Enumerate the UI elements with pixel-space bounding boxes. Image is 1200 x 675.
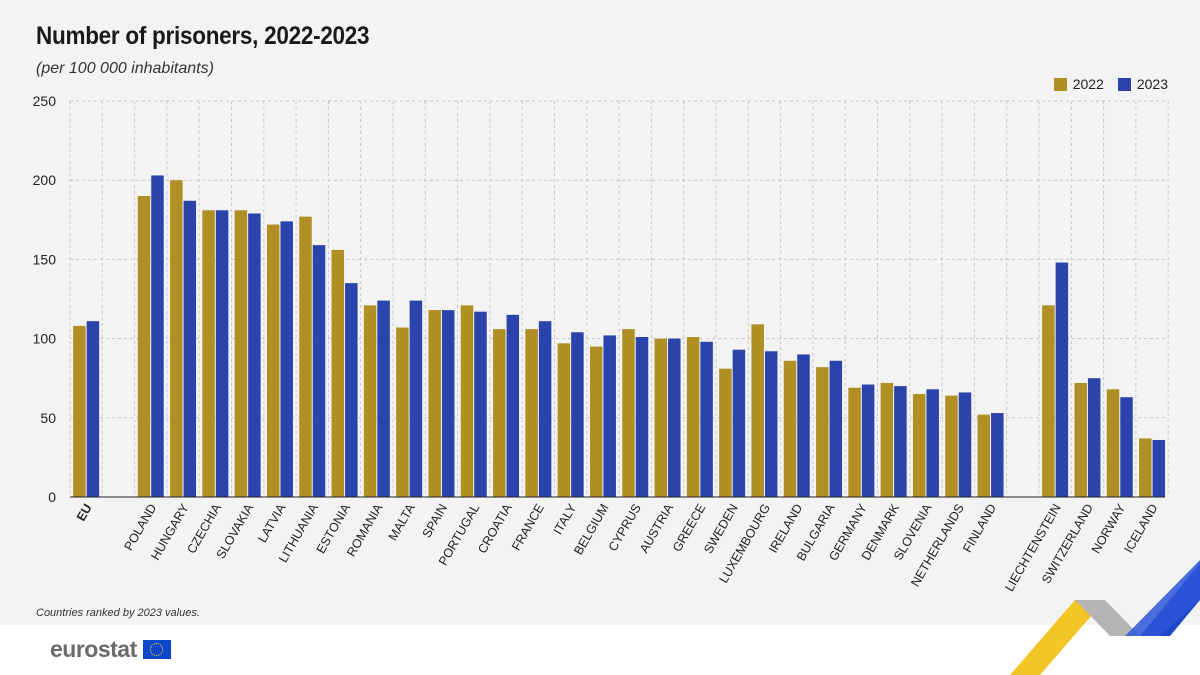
legend-swatch-2022 (1053, 77, 1067, 91)
bar-2023-poland (151, 175, 164, 497)
bar-2022-norway (1106, 389, 1120, 497)
y-tick-label: 200 (33, 172, 57, 188)
bar-2023-netherlands (958, 392, 972, 497)
bar-2023-lithuania (312, 245, 326, 497)
bar-2023-denmark (894, 386, 907, 497)
bar-2022-latvia (266, 224, 280, 497)
bar-2022-italy (557, 343, 571, 497)
bar-2022-portugal (460, 305, 474, 497)
blue-chevron-fill-icon (1125, 560, 1200, 636)
bar-2023-switzerland (1087, 378, 1101, 497)
bar-2023-slovenia (926, 389, 939, 497)
bar-2022-liechtenstein (1042, 305, 1055, 497)
grey-chevron-icon (1075, 600, 1140, 636)
legend-label-2022: 2022 (1072, 76, 1104, 92)
bar-2022-slovakia (234, 210, 248, 497)
bar-2023-france (538, 321, 552, 497)
bar-2023-estonia (345, 283, 358, 497)
chart-title: Number of prisoners, 2022-2023 (36, 22, 370, 50)
chart-subtitle: (per 100 000 inhabitants) (36, 60, 214, 77)
bar-2022-denmark (880, 382, 894, 497)
bar-2022-luxembourg (751, 324, 764, 497)
y-tick-label: 0 (48, 489, 56, 505)
bar-2022-switzerland (1074, 382, 1087, 497)
bar-2022-netherlands (945, 395, 958, 497)
y-tick-label: 100 (33, 331, 57, 347)
bar-2022-bulgaria (816, 367, 829, 497)
eurostat-logo: eurostat (50, 636, 171, 663)
bar-2023-ireland (797, 354, 810, 497)
bar-2022-iceland (1139, 438, 1152, 497)
bar-2023-bulgaria (829, 360, 843, 497)
y-tick-label: 250 (33, 93, 57, 109)
bar-2023-norway (1120, 397, 1133, 497)
bar-2022-cyprus (622, 329, 635, 497)
bar-2022-malta (396, 327, 409, 497)
footnote: Countries ranked by 2023 values. (36, 607, 200, 619)
bar-2023-liechtenstein (1055, 262, 1069, 497)
bar-2023-malta (409, 300, 423, 497)
legend-item-2022: 2022 (1053, 76, 1104, 92)
bar-2022-estonia (331, 249, 345, 497)
bar-2023-greece (700, 341, 713, 497)
bar-2022-czechia (202, 210, 215, 497)
footer (0, 625, 1200, 675)
bar-2022-croatia (493, 329, 506, 497)
bar-2022-germany (848, 387, 861, 497)
bar-2023-eu (86, 321, 100, 497)
bar-2023-cyprus (635, 337, 649, 497)
bar-2023-sweden (732, 349, 746, 497)
bar-2022-sweden (719, 368, 732, 497)
bar-2023-hungary (183, 200, 197, 498)
bar-2023-luxembourg (764, 351, 778, 497)
bar-2022-spain (428, 310, 441, 497)
bar-2023-belgium (603, 335, 616, 497)
bar-2023-spain (441, 310, 455, 497)
bar-2023-finland (991, 413, 1004, 497)
eu-flag-icon (142, 640, 171, 659)
bar-2023-italy (571, 332, 584, 497)
legend-item-2023: 2023 (1117, 76, 1168, 92)
yellow-chevron-icon (1010, 600, 1105, 675)
bar-2023-iceland (1152, 439, 1166, 497)
bar-2022-greece (686, 337, 700, 497)
brand-text: eurostat (50, 636, 137, 662)
legend-label-2023: 2023 (1136, 76, 1168, 92)
bar-2022-ireland (783, 360, 797, 497)
bar-2022-slovenia (912, 394, 926, 497)
bar-2023-latvia (280, 221, 293, 497)
bar-2023-austria (668, 338, 681, 497)
y-tick-label: 150 (33, 251, 57, 267)
bar-2022-romania (363, 305, 377, 497)
bar-2022-eu (73, 325, 86, 497)
legend-swatch-2023 (1117, 77, 1131, 91)
legend: 2022 2023 (1053, 76, 1168, 92)
bar-2022-belgium (589, 346, 603, 497)
bar-2023-germany (861, 384, 875, 497)
bar-2023-portugal (474, 311, 487, 497)
bar-2022-lithuania (299, 216, 312, 497)
bar-2022-poland (137, 196, 151, 498)
bar-2022-finland (977, 414, 991, 497)
bar-2023-czechia (215, 210, 229, 497)
bar-2022-hungary (170, 180, 183, 497)
bar-2023-slovakia (248, 213, 261, 498)
bar-2023-romania (377, 300, 390, 497)
bar-2023-croatia (506, 314, 520, 497)
bar-2022-austria (654, 338, 668, 497)
y-tick-label: 50 (40, 410, 56, 426)
bar-2022-france (525, 329, 538, 497)
